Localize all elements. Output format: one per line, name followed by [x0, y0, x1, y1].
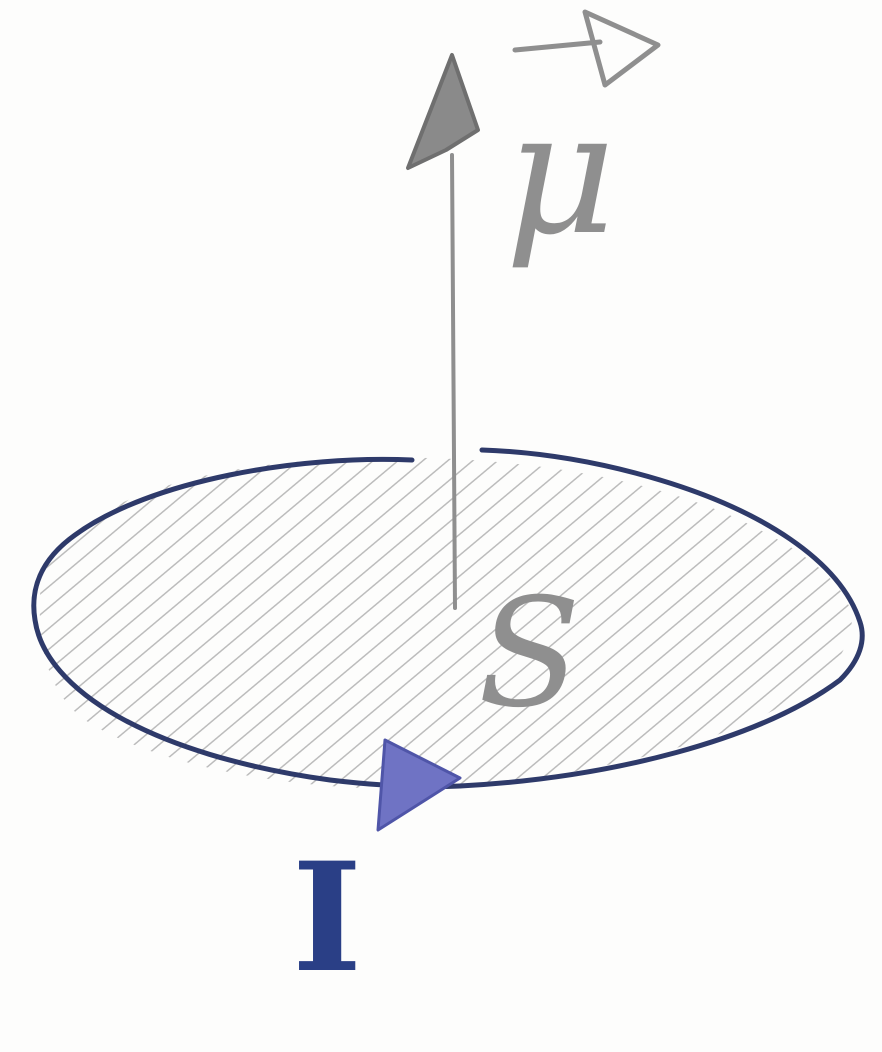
current-direction-arrow-icon	[376, 738, 462, 832]
current-label: I	[292, 830, 362, 1006]
shaded-surface	[39, 457, 852, 789]
vector-arrow-up-icon	[406, 53, 480, 610]
magnetic-moment-label: μ	[505, 75, 615, 273]
surface-label: S	[478, 567, 581, 741]
loop-right-arc	[457, 447, 865, 789]
current-loop	[31, 447, 865, 790]
loop-left-arc	[31, 456, 463, 790]
vector-hat-icon	[512, 9, 661, 88]
